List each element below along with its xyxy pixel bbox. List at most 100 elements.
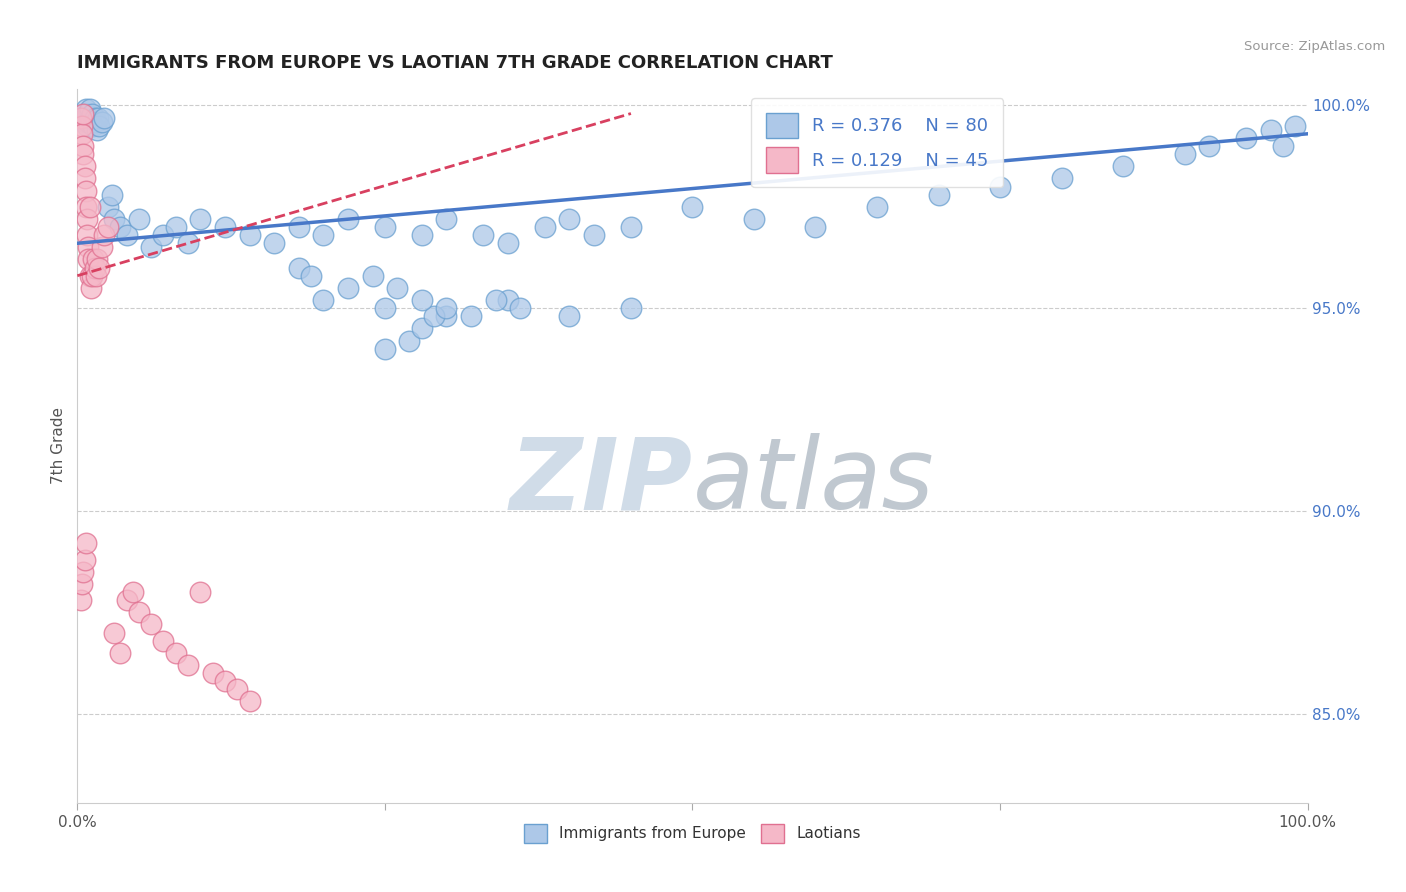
Point bbox=[1260, 122, 1282, 136]
Point bbox=[75, 200, 97, 214]
Point bbox=[80, 281, 103, 295]
Point bbox=[226, 682, 249, 697]
Point bbox=[928, 187, 950, 202]
Point bbox=[70, 111, 93, 125]
Point bbox=[239, 228, 262, 243]
Point bbox=[90, 240, 114, 254]
Point bbox=[188, 585, 212, 599]
Point bbox=[141, 617, 163, 632]
Point bbox=[86, 252, 108, 267]
Point bbox=[86, 122, 108, 136]
Point bbox=[72, 106, 94, 120]
Legend: Immigrants from Europe, Laotians: Immigrants from Europe, Laotians bbox=[517, 818, 868, 848]
Point bbox=[72, 111, 94, 125]
Point bbox=[83, 111, 105, 125]
Text: IMMIGRANTS FROM EUROPE VS LAOTIAN 7TH GRADE CORRELATION CHART: IMMIGRANTS FROM EUROPE VS LAOTIAN 7TH GR… bbox=[77, 54, 834, 72]
Point bbox=[110, 220, 132, 235]
Point bbox=[411, 321, 433, 335]
Point bbox=[558, 211, 581, 226]
Point bbox=[97, 220, 120, 235]
Text: ZIP: ZIP bbox=[509, 434, 693, 530]
Point bbox=[374, 220, 396, 235]
Point bbox=[177, 236, 200, 251]
Text: Source: ZipAtlas.com: Source: ZipAtlas.com bbox=[1244, 40, 1385, 54]
Point bbox=[82, 106, 104, 120]
Point bbox=[423, 310, 446, 324]
Point bbox=[79, 111, 101, 125]
Point bbox=[89, 260, 111, 275]
Point bbox=[436, 310, 458, 324]
Point bbox=[201, 666, 224, 681]
Point bbox=[620, 220, 643, 235]
Point bbox=[312, 293, 335, 307]
Point bbox=[682, 200, 704, 214]
Point bbox=[75, 184, 97, 198]
Point bbox=[214, 674, 236, 689]
Point bbox=[82, 268, 104, 283]
Point bbox=[84, 114, 107, 128]
Point bbox=[1112, 159, 1135, 173]
Point bbox=[866, 200, 889, 214]
Point bbox=[73, 171, 96, 186]
Point bbox=[485, 293, 508, 307]
Point bbox=[84, 268, 107, 283]
Point bbox=[80, 114, 103, 128]
Point bbox=[374, 301, 396, 315]
Point bbox=[496, 236, 519, 251]
Point bbox=[83, 260, 105, 275]
Point bbox=[90, 114, 114, 128]
Point bbox=[460, 310, 482, 324]
Point bbox=[101, 187, 124, 202]
Point bbox=[75, 111, 97, 125]
Point bbox=[75, 536, 97, 550]
Point bbox=[472, 228, 495, 243]
Point bbox=[165, 220, 187, 235]
Point bbox=[1284, 119, 1306, 133]
Point bbox=[337, 211, 360, 226]
Point bbox=[72, 147, 94, 161]
Point bbox=[115, 228, 138, 243]
Point bbox=[337, 281, 360, 295]
Point bbox=[72, 565, 94, 579]
Point bbox=[436, 301, 458, 315]
Point bbox=[509, 301, 531, 315]
Point bbox=[73, 159, 96, 173]
Point bbox=[1198, 139, 1220, 153]
Point bbox=[312, 228, 335, 243]
Point bbox=[82, 252, 104, 267]
Point bbox=[79, 268, 101, 283]
Point bbox=[77, 240, 100, 254]
Point bbox=[152, 633, 174, 648]
Point bbox=[742, 211, 765, 226]
Point bbox=[110, 646, 132, 660]
Point bbox=[76, 211, 98, 226]
Point bbox=[288, 220, 311, 235]
Point bbox=[299, 268, 322, 283]
Point bbox=[177, 657, 200, 672]
Point bbox=[214, 220, 236, 235]
Point bbox=[1234, 131, 1257, 145]
Point bbox=[87, 111, 110, 125]
Point bbox=[239, 694, 262, 708]
Point bbox=[70, 577, 93, 591]
Point bbox=[188, 211, 212, 226]
Point bbox=[1174, 147, 1197, 161]
Point bbox=[152, 228, 174, 243]
Point bbox=[103, 211, 125, 226]
Point bbox=[77, 114, 100, 128]
Point bbox=[558, 310, 581, 324]
Point bbox=[70, 127, 93, 141]
Point bbox=[93, 228, 115, 243]
Point bbox=[70, 593, 93, 607]
Point bbox=[128, 605, 150, 619]
Point bbox=[72, 139, 94, 153]
Y-axis label: 7th Grade: 7th Grade bbox=[51, 408, 66, 484]
Point bbox=[496, 293, 519, 307]
Point bbox=[620, 301, 643, 315]
Point bbox=[165, 646, 187, 660]
Point bbox=[1050, 171, 1073, 186]
Point bbox=[804, 220, 827, 235]
Point bbox=[121, 585, 143, 599]
Point bbox=[76, 119, 98, 133]
Point bbox=[70, 119, 93, 133]
